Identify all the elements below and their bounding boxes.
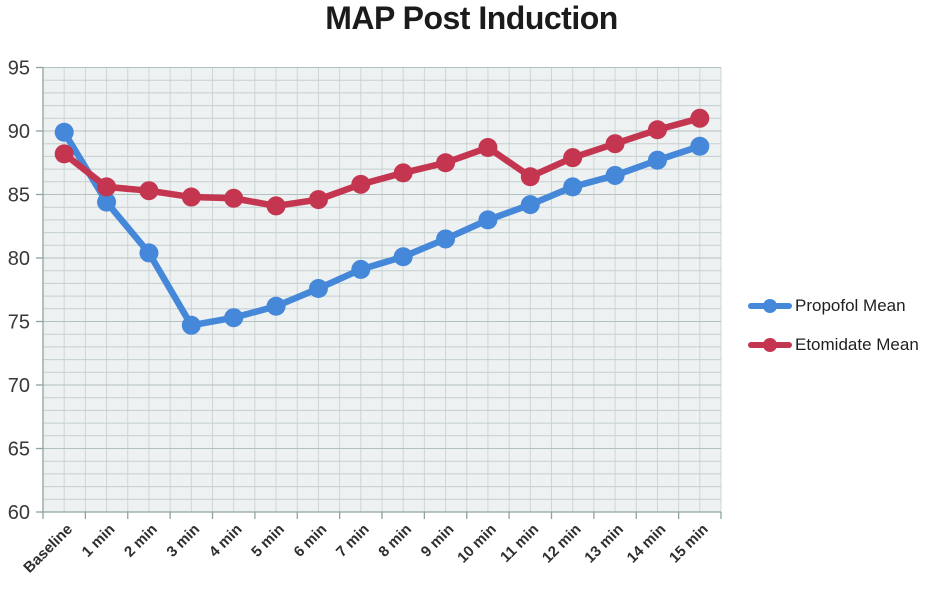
x-axis-tick-label: 15 min — [666, 521, 712, 567]
propofol-data-point-marker — [478, 210, 498, 230]
propofol-data-point-marker — [563, 177, 583, 197]
etomidate-data-point-marker — [308, 190, 328, 210]
x-axis-tick-label: 1 min — [79, 521, 119, 561]
propofol-legend-label: Propofol Mean — [795, 296, 906, 315]
etomidate-data-point-marker — [436, 153, 456, 173]
etomidate-data-point-marker — [181, 187, 201, 207]
propofol-data-point-marker — [690, 136, 710, 156]
propofol-data-point-marker — [436, 229, 456, 249]
propofol-data-point-marker — [520, 195, 540, 215]
x-axis-tick-label: 5 min — [248, 521, 288, 561]
x-axis-tick-label: 2 min — [121, 521, 161, 561]
etomidate-data-point-marker — [266, 196, 286, 216]
x-axis-tick-label: 13 min — [581, 521, 627, 567]
x-axis-tick-label: 7 min — [333, 521, 373, 561]
y-axis-tick-label: 70 — [8, 375, 30, 397]
propofol-data-point-marker — [97, 192, 117, 212]
y-axis-tick-label: 85 — [8, 185, 30, 207]
x-axis-tick-label: 6 min — [291, 521, 331, 561]
propofol-data-point-marker — [139, 243, 159, 263]
y-axis-tick-label: 75 — [8, 312, 30, 334]
legend-item-etomidate: Etomidate Mean — [748, 333, 919, 357]
x-axis-tick-label: 9 min — [418, 521, 458, 561]
etomidate-data-point-marker — [605, 134, 625, 154]
propofol-data-point-marker — [605, 165, 625, 185]
propofol-legend-marker — [748, 299, 792, 313]
x-axis-tick-label: 14 min — [624, 521, 670, 567]
legend: Propofol Mean Etomidate Mean — [748, 294, 919, 357]
etomidate-data-point-marker — [97, 177, 117, 197]
legend-item-propofol: Propofol Mean — [748, 294, 919, 318]
propofol-series-line — [60, 129, 704, 329]
y-axis-tick-label: 65 — [8, 439, 30, 461]
x-axis-tick-label: 4 min — [206, 521, 246, 561]
y-axis-tick-label: 60 — [8, 502, 30, 524]
x-axis-tick-label: 10 min — [454, 521, 500, 567]
etomidate-data-point-marker — [690, 108, 710, 128]
chart-title: MAP Post Induction — [325, 0, 618, 36]
propofol-data-point-marker — [393, 247, 413, 267]
x-axis-tick-label: 3 min — [163, 521, 203, 561]
y-axis-tick-label: 90 — [8, 121, 30, 143]
etomidate-series-line — [60, 115, 704, 210]
propofol-data-point-marker — [54, 122, 74, 142]
etomidate-data-point-marker — [520, 167, 540, 187]
etomidate-data-point-marker — [351, 174, 371, 194]
x-axis-tick-label: 11 min — [497, 521, 542, 566]
propofol-data-point-marker — [224, 308, 244, 328]
propofol-data-point-marker — [308, 278, 328, 298]
propofol-legend-dot-icon — [763, 299, 777, 313]
propofol-data-point-marker — [647, 150, 667, 170]
etomidate-legend-marker — [748, 338, 792, 352]
propofol-data-point-marker — [181, 315, 201, 335]
x-axis-tick-label: Baseline — [20, 521, 76, 577]
etomidate-data-point-marker — [563, 148, 583, 168]
x-axis-tick-label: 12 min — [539, 521, 585, 567]
etomidate-data-point-marker — [393, 163, 413, 183]
propofol-data-point-marker — [351, 259, 371, 279]
etomidate-data-point-marker — [478, 138, 498, 158]
y-axis-tick-label: 80 — [8, 248, 30, 270]
etomidate-data-point-marker — [54, 144, 74, 164]
etomidate-data-point-marker — [224, 188, 244, 208]
etomidate-data-point-marker — [647, 120, 667, 140]
etomidate-legend-label: Etomidate Mean — [795, 335, 919, 354]
etomidate-legend-dot-icon — [763, 338, 777, 352]
etomidate-data-point-marker — [139, 181, 159, 201]
propofol-data-point-marker — [266, 296, 286, 316]
y-axis-tick-label: 95 — [8, 58, 30, 80]
x-axis-tick-label: 8 min — [375, 521, 415, 561]
